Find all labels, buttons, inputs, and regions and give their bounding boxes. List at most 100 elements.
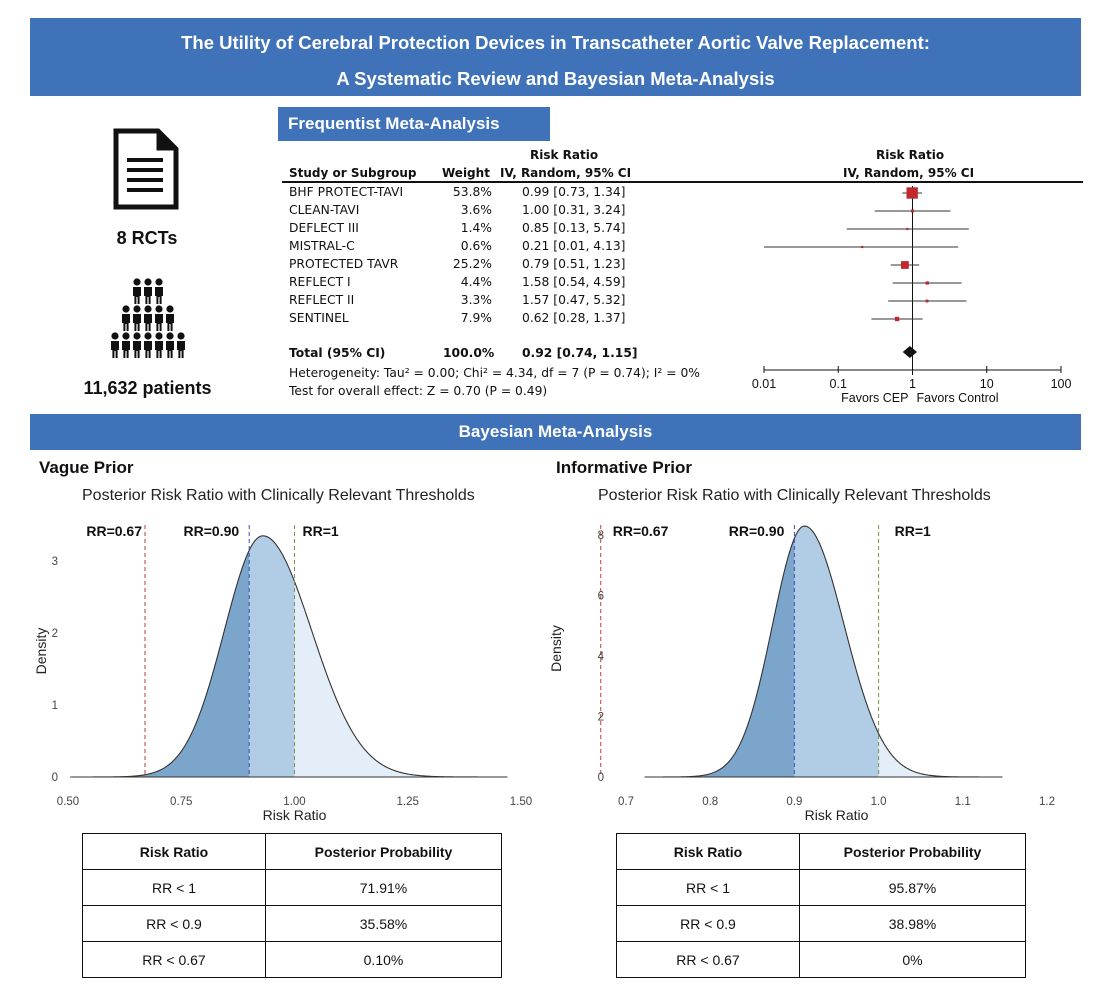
x-tick-label: 0.50 bbox=[57, 796, 79, 808]
y-tick-label: 6 bbox=[598, 591, 604, 603]
study-col-header: Study or Subgroup bbox=[289, 166, 417, 180]
patient-count: 11,632 patients bbox=[83, 378, 212, 398]
vague-th-prob: Posterior Probability bbox=[265, 833, 502, 870]
area-below-0.90 bbox=[70, 550, 250, 777]
title-line-2: A Systematic Review and Bayesian Meta-An… bbox=[336, 68, 775, 89]
table-row: RR < 1 71.91% bbox=[82, 869, 502, 906]
rr-col-header-bottom: IV, Random, 95% CI bbox=[500, 166, 632, 180]
person-head bbox=[122, 305, 130, 313]
vague-rr-label: RR < 0.67 bbox=[82, 941, 266, 978]
y-tick-label: 1 bbox=[52, 700, 58, 712]
study-ci: 1.57 [0.47, 5.32] bbox=[522, 293, 626, 307]
heterogeneity-text: Heterogeneity: Tau² = 0.00; Chi² = 4.34,… bbox=[289, 366, 700, 380]
person-body bbox=[155, 314, 163, 331]
threshold-label: RR=1 bbox=[303, 523, 339, 539]
density-curve bbox=[644, 525, 1003, 778]
vague-prob: 35.58% bbox=[265, 905, 502, 942]
informative-probability-table: Risk Ratio Posterior Probability RR < 1 … bbox=[616, 833, 1026, 978]
rct-count: 8 RCTs bbox=[116, 228, 178, 248]
vague-prior-title: Vague Prior bbox=[39, 458, 134, 477]
y-tick-label: 4 bbox=[598, 651, 605, 663]
y-tick-label: 0 bbox=[52, 772, 58, 784]
study-marker bbox=[925, 299, 929, 303]
vague-prob: 71.91% bbox=[265, 869, 502, 906]
study-weight: 53.8% bbox=[452, 185, 492, 199]
forest-plot: 0.01 0.1 1 10 100 Favors CEP Favors Control bbox=[752, 186, 1071, 405]
weight-col-header: Weight bbox=[442, 166, 490, 180]
study-marker bbox=[906, 227, 909, 231]
x-tick-label: 0.8 bbox=[702, 796, 718, 808]
x-tick-label: 0.7 bbox=[618, 796, 634, 808]
person-head bbox=[133, 305, 141, 313]
document-icon bbox=[113, 128, 179, 210]
person-head bbox=[144, 332, 152, 340]
study-name: DEFLECT III bbox=[289, 221, 359, 235]
study-marker bbox=[925, 281, 929, 285]
person-head bbox=[155, 278, 163, 286]
person-head bbox=[166, 305, 174, 313]
study-name: REFLECT II bbox=[289, 293, 355, 307]
person-head bbox=[111, 332, 119, 340]
study-ci: 1.00 [0.31, 3.24] bbox=[522, 203, 626, 217]
study-weight: 1.4% bbox=[460, 221, 492, 235]
x-tick-label: 0.9 bbox=[786, 796, 802, 808]
title-banner: The Utility of Cerebral Protection Devic… bbox=[30, 18, 1081, 96]
person-body bbox=[122, 314, 130, 331]
area-below-0.90 bbox=[644, 538, 795, 777]
study-ci: 0.79 [0.51, 1.23] bbox=[522, 257, 626, 271]
table-row: RR < 0.67 0% bbox=[616, 941, 1026, 978]
study-name: CLEAN-TAVI bbox=[289, 203, 360, 217]
area-above-1 bbox=[294, 581, 508, 777]
study-ci: 0.85 [0.13, 5.74] bbox=[522, 221, 626, 235]
person-body bbox=[144, 314, 152, 331]
x-tick-label: 1 bbox=[909, 377, 916, 391]
x-tick-label: 1.1 bbox=[955, 796, 971, 808]
person-body bbox=[166, 314, 174, 331]
person-head bbox=[122, 332, 130, 340]
person-body bbox=[166, 341, 174, 358]
study-marker bbox=[894, 316, 900, 322]
title-line-1: The Utility of Cerebral Protection Devic… bbox=[181, 32, 930, 53]
vague-probability-table: Risk Ratio Posterior Probability RR < 1 … bbox=[82, 833, 502, 978]
person-head bbox=[133, 278, 141, 286]
person-body bbox=[177, 341, 185, 358]
person-head bbox=[155, 305, 163, 313]
study-ci: 1.58 [0.54, 4.59] bbox=[522, 275, 626, 289]
bayesian-section-title: Bayesian Meta-Analysis bbox=[30, 414, 1081, 450]
table-row: RR < 0.9 35.58% bbox=[82, 905, 502, 942]
informative-th-rr: Risk Ratio bbox=[616, 833, 800, 870]
area-0.90-to-1 bbox=[249, 535, 295, 777]
favors-cep-label: Favors CEP bbox=[841, 391, 908, 405]
threshold-label: RR=0.67 bbox=[613, 523, 669, 539]
study-weight: 3.6% bbox=[460, 203, 492, 217]
study-ci: 0.21 [0.01, 4.13] bbox=[522, 239, 626, 253]
informative-rr-label: RR < 0.9 bbox=[616, 905, 800, 942]
informative-rr-label: RR < 1 bbox=[616, 869, 800, 906]
y-tick-label: 8 bbox=[598, 530, 604, 542]
total-ci: 0.92 [0.74, 1.15] bbox=[522, 346, 638, 360]
study-weight: 25.2% bbox=[452, 257, 492, 271]
study-ci: 0.62 [0.28, 1.37] bbox=[522, 311, 626, 325]
study-name: BHF PROTECT-TAVI bbox=[289, 185, 404, 199]
x-tick-label: 0.01 bbox=[752, 377, 776, 391]
x-tick-label: 1.25 bbox=[397, 796, 419, 808]
person-head bbox=[133, 332, 141, 340]
x-tick-label: 1.0 bbox=[871, 796, 887, 808]
study-marker bbox=[901, 261, 909, 269]
informative-prob: 0% bbox=[799, 941, 1026, 978]
study-marker bbox=[861, 245, 864, 249]
person-body bbox=[144, 287, 152, 304]
informative-prob: 38.98% bbox=[799, 905, 1026, 942]
vague-th-rr: Risk Ratio bbox=[82, 833, 266, 870]
person-head bbox=[144, 305, 152, 313]
y-tick-label: 2 bbox=[52, 628, 58, 640]
threshold-label: RR=0.67 bbox=[86, 523, 142, 539]
vague-rr-label: RR < 0.9 bbox=[82, 905, 266, 942]
area-above-1 bbox=[878, 733, 1003, 777]
study-name: SENTINEL bbox=[289, 311, 349, 325]
person-body bbox=[111, 341, 119, 358]
total-weight: 100.0% bbox=[443, 346, 495, 360]
y-tick-label: 2 bbox=[598, 712, 604, 724]
person-body bbox=[144, 341, 152, 358]
person-body bbox=[133, 314, 141, 331]
